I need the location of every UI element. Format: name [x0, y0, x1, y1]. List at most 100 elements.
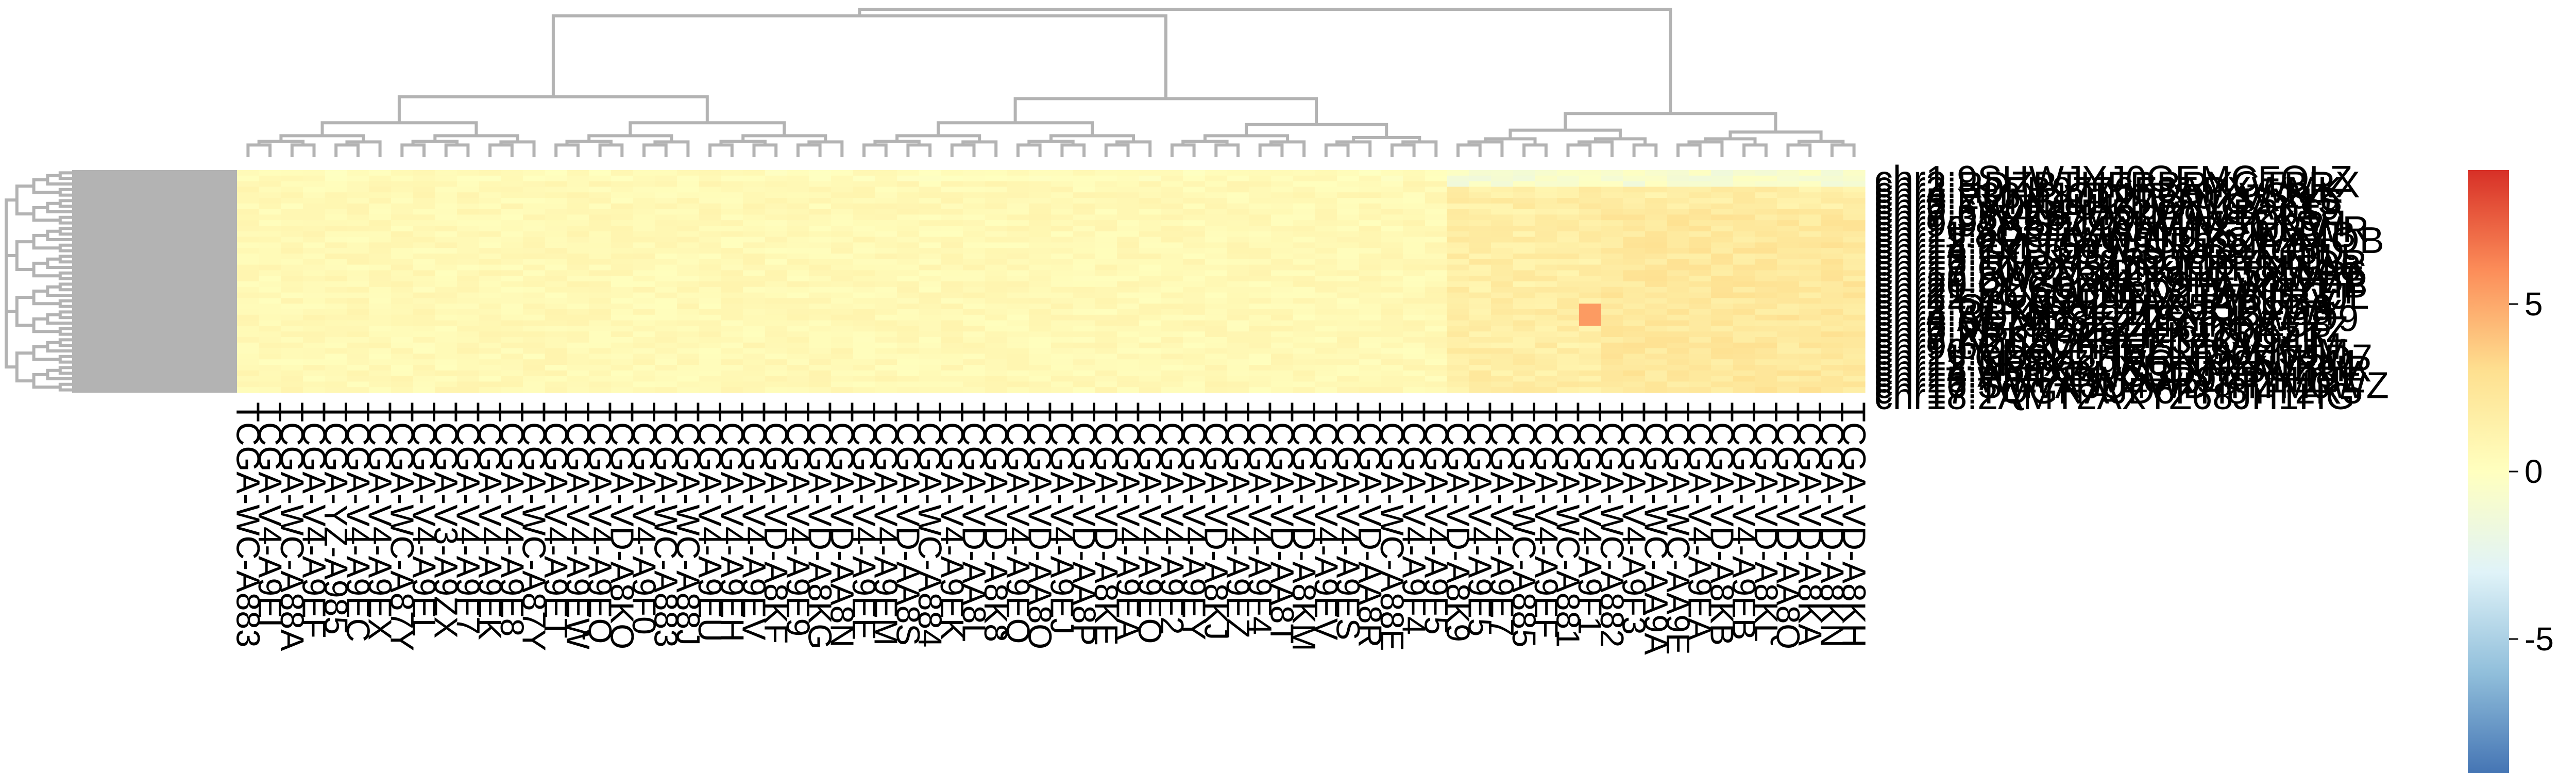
heatmap-cell	[611, 337, 634, 343]
heatmap-cell	[457, 337, 480, 343]
heatmap-cell	[1403, 337, 1426, 343]
heatmap-cell	[413, 276, 435, 282]
heatmap-cell	[963, 181, 986, 187]
heatmap-cell	[1711, 220, 1734, 226]
heatmap-cell	[1381, 331, 1403, 338]
row-label: chr4:AUMQ3E44GYFKW4D9	[1874, 298, 2359, 340]
heatmap-cell	[1623, 309, 1646, 315]
heatmap-cell	[743, 264, 766, 271]
heatmap-cell	[589, 259, 612, 265]
heatmap-cell	[875, 242, 897, 248]
heatmap-cell	[1117, 214, 1140, 221]
heatmap-cell	[1095, 354, 1117, 360]
heatmap-cell	[1579, 198, 1602, 204]
heatmap-cell	[875, 276, 897, 282]
heatmap-cell	[809, 320, 832, 326]
heatmap-cell	[237, 381, 260, 388]
heatmap-cell	[1755, 254, 1777, 260]
heatmap-cell	[963, 209, 986, 215]
heatmap-cell	[391, 314, 414, 321]
heatmap-cell	[435, 359, 457, 365]
heatmap-cell	[545, 237, 568, 243]
heatmap-cell	[413, 242, 435, 248]
heatmap-cell	[699, 231, 722, 238]
heatmap-cell	[1227, 381, 1249, 388]
heatmap-cell	[523, 214, 546, 221]
heatmap-cell	[941, 270, 963, 276]
heatmap-cell	[1645, 359, 1668, 365]
heatmap-cell	[1535, 214, 1557, 221]
heatmap-cell	[1183, 220, 1206, 226]
heatmap-cell	[1513, 264, 1536, 271]
heatmap-cell	[743, 370, 766, 377]
heatmap-cell	[1029, 175, 1052, 182]
heatmap-cell	[501, 198, 523, 204]
heatmap-cell	[611, 276, 634, 282]
heatmap-cell	[677, 359, 700, 365]
heatmap-cell	[413, 314, 435, 321]
heatmap-cell	[1205, 354, 1228, 360]
heatmap-cell	[1227, 320, 1249, 326]
heatmap-cell	[1799, 226, 1822, 232]
heatmap-cell	[853, 365, 875, 371]
heatmap-cell	[1777, 259, 1800, 265]
heatmap-cell	[1689, 365, 1711, 371]
heatmap-cell	[1051, 214, 1074, 221]
heatmap-cell	[523, 292, 546, 298]
heatmap-cell	[589, 264, 612, 271]
heatmap-cell	[611, 376, 634, 382]
column-label: TCGA-V4-A9F4	[1396, 402, 1433, 635]
row-label: chr5:YUNG8RX78R1U3Y1S	[1874, 181, 2342, 222]
heatmap-cell	[1029, 242, 1052, 248]
heatmap-cell	[1095, 309, 1117, 315]
heatmap-cell	[633, 281, 655, 288]
heatmap-cell	[787, 376, 809, 382]
heatmap-cell	[699, 314, 722, 321]
heatmap-cell	[303, 237, 326, 243]
heatmap-cell	[633, 359, 655, 365]
heatmap-cell	[611, 370, 634, 377]
heatmap-cell	[1755, 220, 1777, 226]
heatmap-cell	[1381, 181, 1403, 187]
heatmap-cell	[1623, 348, 1646, 354]
dendrogram-branch	[1060, 143, 1086, 157]
heatmap-cell	[259, 192, 281, 198]
heatmap-cell	[1381, 231, 1403, 238]
column-label: TCGA-V4-A9EL	[405, 402, 443, 636]
heatmap-cell	[259, 342, 281, 349]
heatmap-cell	[1623, 248, 1646, 254]
heatmap-cell	[545, 175, 568, 182]
heatmap-cell	[1513, 337, 1536, 343]
heatmap-cell	[1447, 298, 1469, 304]
heatmap-cell	[325, 354, 348, 360]
heatmap-cell	[1073, 281, 1095, 288]
heatmap-cell	[831, 231, 854, 238]
heatmap-cell	[611, 359, 634, 365]
row-dendrogram-branch	[58, 366, 72, 375]
heatmap-cell	[875, 348, 897, 354]
row-label: chr14:A54XBNG3DJY5W48V	[1874, 354, 2361, 395]
heatmap-cell	[809, 370, 832, 377]
heatmap-cell	[897, 331, 920, 338]
heatmap-cell	[1755, 237, 1777, 243]
heatmap-cell	[831, 326, 854, 332]
heatmap-cell	[413, 226, 435, 232]
heatmap-cell	[1161, 248, 1183, 254]
heatmap-cell	[963, 304, 986, 310]
heatmap-cell	[1689, 209, 1711, 215]
heatmap-cell	[259, 292, 281, 298]
heatmap-cell	[1381, 214, 1403, 221]
heatmap-cell	[567, 304, 589, 310]
heatmap-cell	[1029, 187, 1052, 193]
heatmap-cell	[1007, 270, 1029, 276]
heatmap-cell	[1161, 287, 1183, 293]
heatmap-cell	[1535, 320, 1557, 326]
heatmap-cell	[1623, 231, 1646, 238]
heatmap-cell	[787, 304, 809, 310]
heatmap-cell	[853, 170, 875, 176]
heatmap-cell	[1689, 281, 1711, 288]
heatmap-cell	[1667, 209, 1689, 215]
heatmap-cell	[1601, 304, 1623, 310]
heatmap-cell	[1557, 259, 1580, 265]
heatmap-cell	[1601, 237, 1623, 243]
